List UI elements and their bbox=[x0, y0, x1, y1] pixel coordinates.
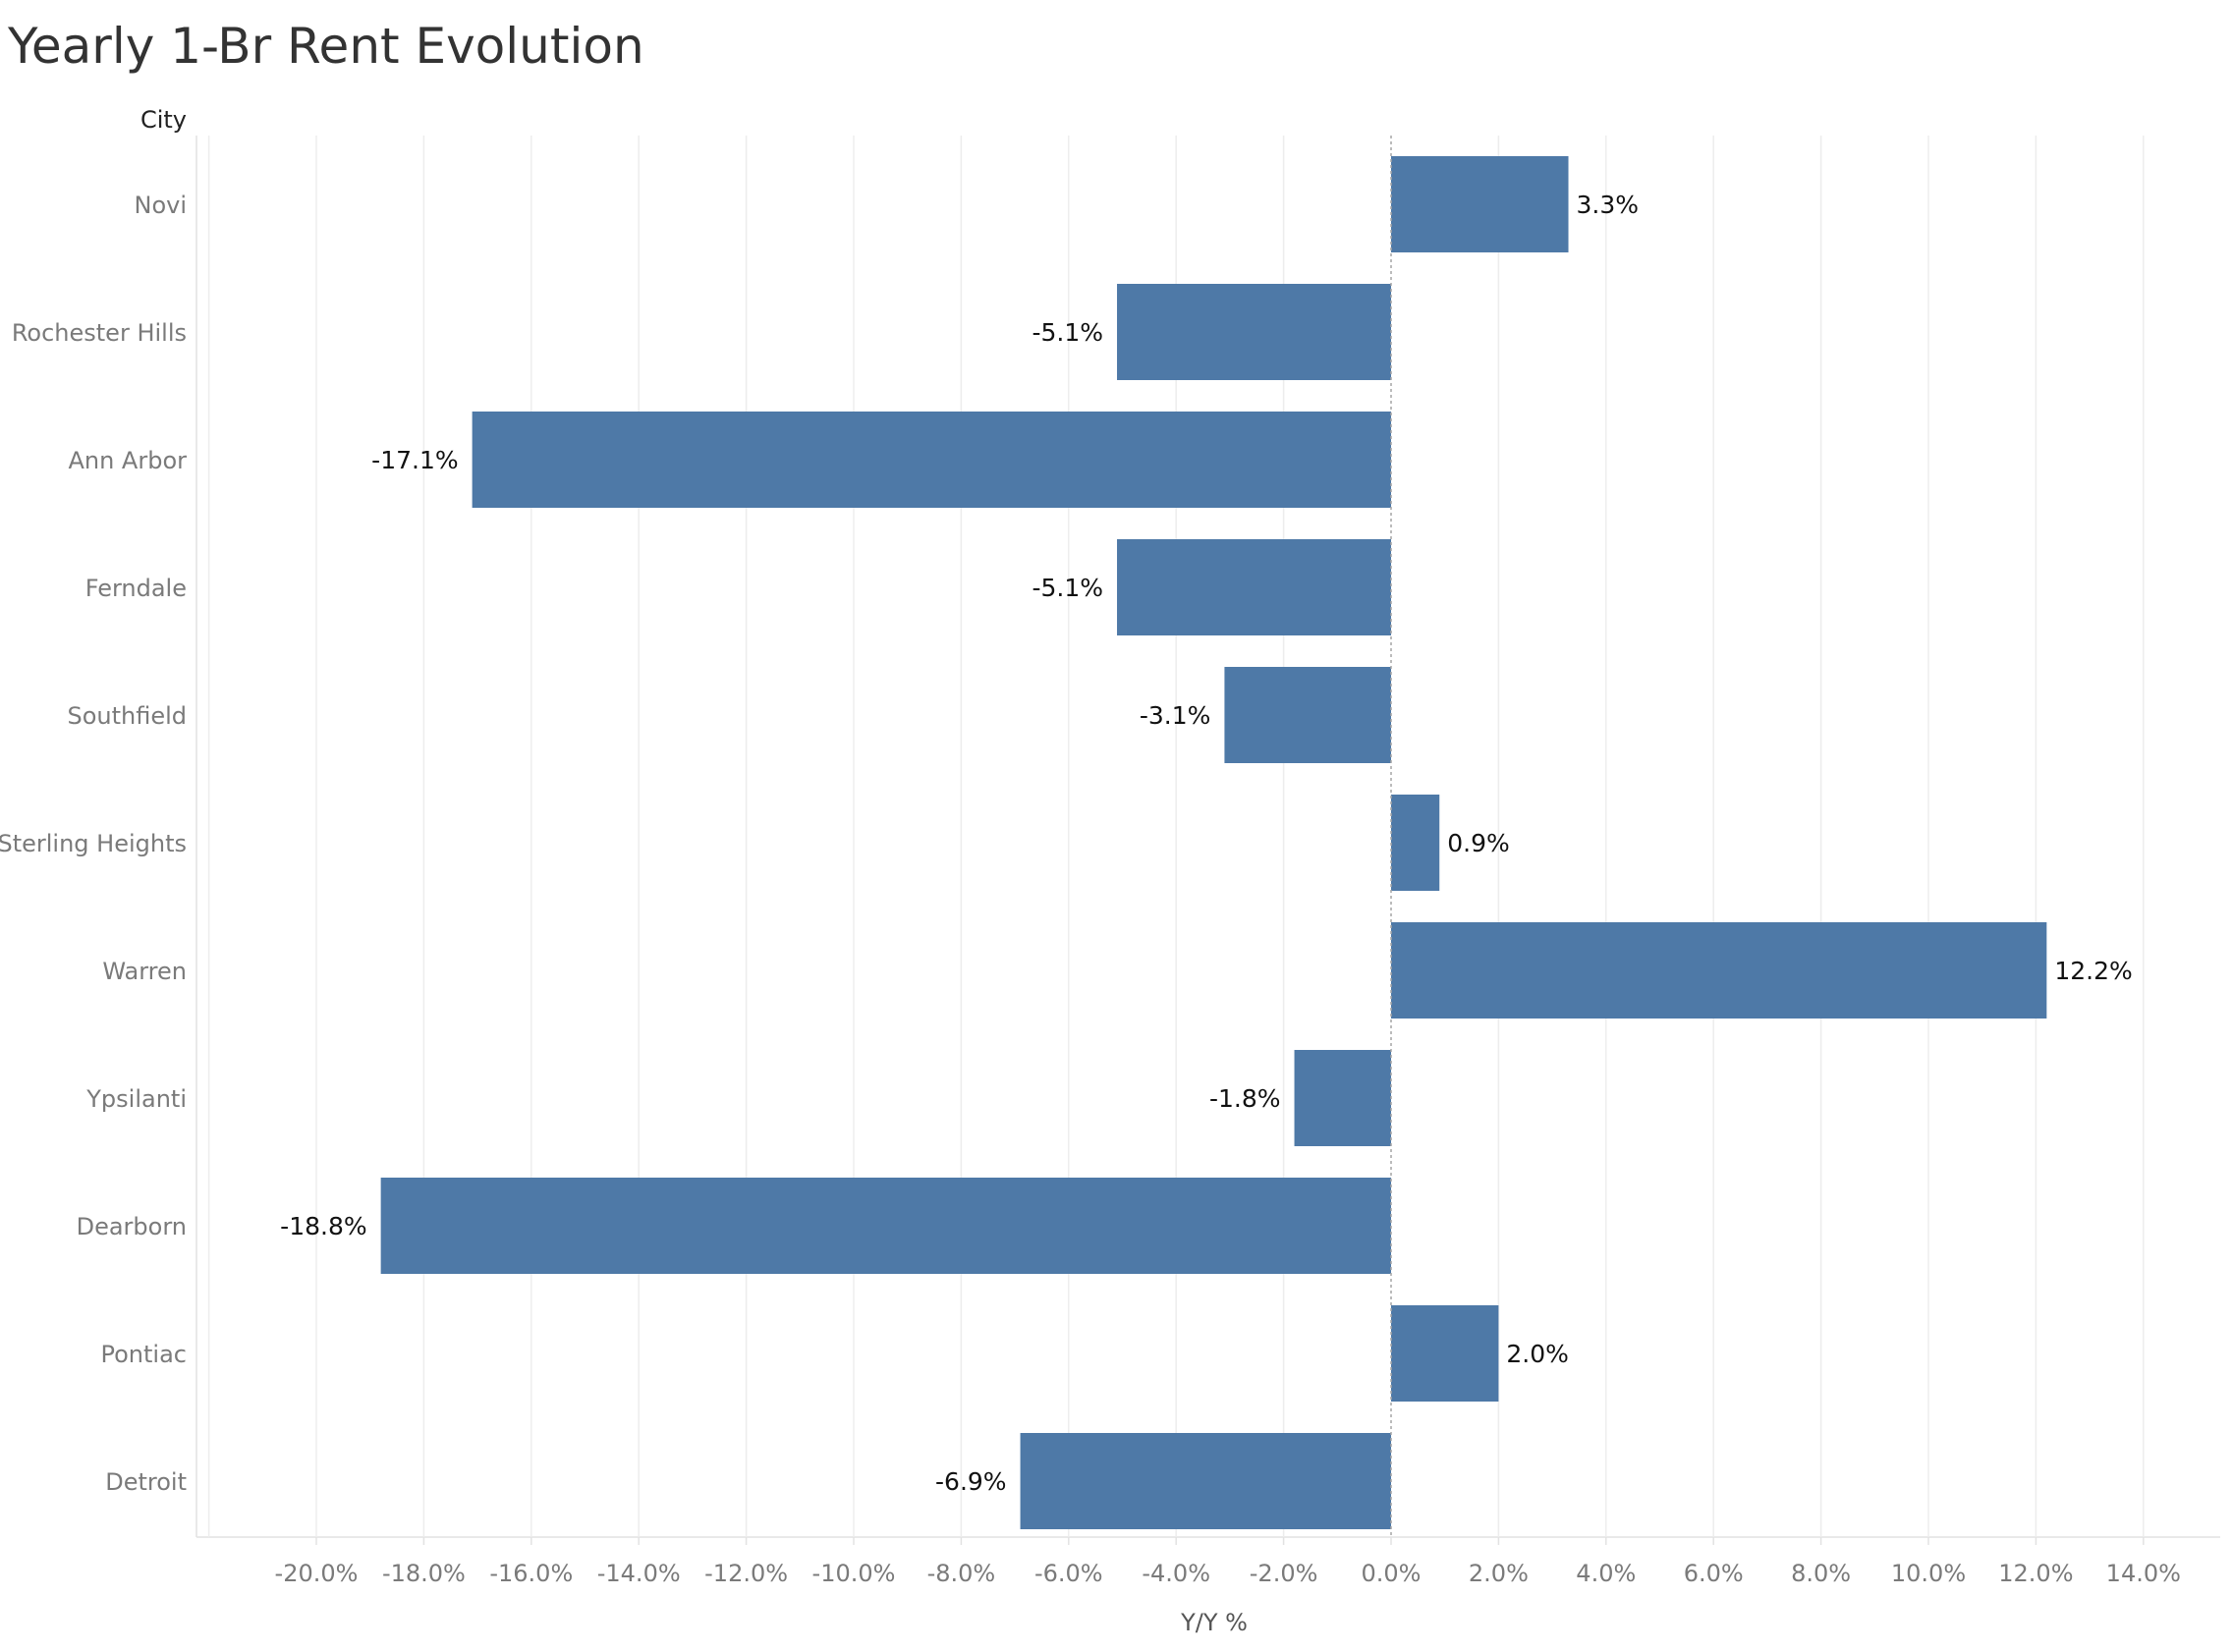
bar bbox=[1020, 1433, 1391, 1529]
x-tick-label: 14.0% bbox=[2106, 1560, 2181, 1587]
x-tick-label: 12.0% bbox=[1998, 1560, 2073, 1587]
x-tick-label: 10.0% bbox=[1891, 1560, 1966, 1587]
bar bbox=[1391, 1305, 1499, 1402]
category-label: Warren bbox=[102, 958, 187, 985]
category-label: Sterling Heights bbox=[0, 830, 187, 857]
bar bbox=[380, 1178, 1391, 1274]
value-label: -3.1% bbox=[1140, 701, 1211, 730]
bar bbox=[1391, 922, 2047, 1019]
value-label: 12.2% bbox=[2054, 957, 2132, 985]
value-label: -1.8% bbox=[1209, 1084, 1281, 1113]
category-label: Ferndale bbox=[85, 575, 187, 602]
value-label: -5.1% bbox=[1032, 574, 1103, 602]
x-tick-label: 4.0% bbox=[1576, 1560, 1636, 1587]
x-tick-label: -2.0% bbox=[1250, 1560, 1318, 1587]
x-tick-label: -4.0% bbox=[1142, 1560, 1210, 1587]
bar bbox=[1391, 156, 1569, 252]
x-tick-label: 8.0% bbox=[1791, 1560, 1851, 1587]
value-label: -6.9% bbox=[935, 1467, 1007, 1496]
x-tick-label: -20.0% bbox=[275, 1560, 359, 1587]
category-label: Rochester Hills bbox=[12, 319, 187, 347]
x-tick-label: -16.0% bbox=[489, 1560, 573, 1587]
category-label: Ann Arbor bbox=[68, 447, 187, 474]
value-label: 0.9% bbox=[1447, 829, 1510, 857]
x-tick-label: -10.0% bbox=[812, 1560, 896, 1587]
category-label: Novi bbox=[134, 192, 187, 219]
value-label: 2.0% bbox=[1506, 1340, 1569, 1368]
bar bbox=[1224, 667, 1391, 763]
value-label: -17.1% bbox=[371, 446, 458, 474]
value-label: -5.1% bbox=[1032, 318, 1103, 347]
x-tick-label: -18.0% bbox=[382, 1560, 466, 1587]
label-layer: -20.0% -18.0% -16.0% -14.0% -12.0% -10.0% -8.0… bbox=[0, 106, 2181, 1636]
bar bbox=[1117, 284, 1391, 380]
category-label: Pontiac bbox=[101, 1341, 188, 1368]
category-label: Detroit bbox=[105, 1468, 187, 1496]
category-label: Dearborn bbox=[77, 1213, 187, 1240]
x-tick-label: -12.0% bbox=[704, 1560, 788, 1587]
value-label: -18.8% bbox=[280, 1212, 366, 1240]
category-label: Ypsilanti bbox=[85, 1085, 187, 1113]
x-tick-label: 2.0% bbox=[1469, 1560, 1529, 1587]
bar bbox=[1391, 795, 1440, 891]
x-tick-label: 0.0% bbox=[1362, 1560, 1422, 1587]
value-label: 3.3% bbox=[1577, 191, 1640, 219]
chart-title: Yearly 1-Br Rent Evolution bbox=[8, 18, 644, 75]
x-axis-title: Y/Y % bbox=[1180, 1609, 1248, 1636]
bar bbox=[472, 412, 1391, 508]
grid-layer bbox=[195, 136, 2220, 1545]
x-tick-label: 6.0% bbox=[1684, 1560, 1744, 1587]
x-tick-label: -14.0% bbox=[597, 1560, 681, 1587]
category-label: Southfield bbox=[67, 702, 187, 730]
x-tick-label: -6.0% bbox=[1034, 1560, 1103, 1587]
row-header: City bbox=[140, 106, 187, 134]
bar-layer bbox=[380, 156, 2047, 1529]
x-tick-label: -8.0% bbox=[927, 1560, 996, 1587]
bar bbox=[1117, 539, 1391, 635]
bar bbox=[1294, 1050, 1391, 1146]
